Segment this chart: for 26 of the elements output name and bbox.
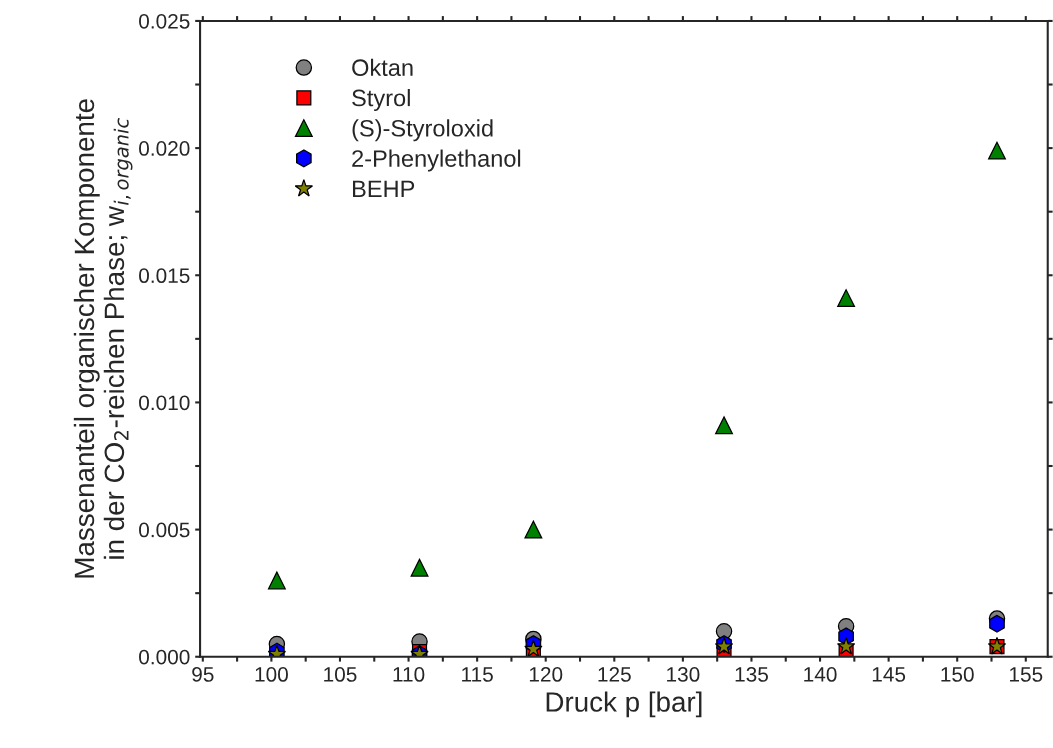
x-tick-label: 150 (941, 667, 974, 682)
x-axis-title: Druck p [bar] (546, 691, 702, 718)
y-tick-label: 0.020 (139, 141, 190, 156)
x-tick-label: 135 (735, 667, 768, 682)
x-tick-label: 110 (393, 667, 425, 682)
legend-label: Oktan (352, 58, 413, 77)
y-tick-label: 0.000 (139, 649, 190, 665)
legend-label: 2-Phenylethanol (352, 149, 521, 172)
x-tick-label: 105 (324, 667, 357, 682)
x-tick-label: 95 (192, 667, 214, 682)
legend-label: (S)-Styroloxid (352, 119, 493, 142)
x-tick-label: 115 (462, 667, 493, 682)
x-tick-label: 125 (598, 667, 631, 682)
y-tick-label: 0.025 (139, 13, 190, 29)
x-tick-label: 155 (1010, 667, 1043, 682)
x-tick-label: 140 (804, 667, 837, 682)
legend-label: BEHP (353, 180, 415, 197)
y-tick-label: 0.015 (139, 268, 190, 284)
x-tick-label: 120 (529, 667, 563, 682)
x-tick-label: 145 (872, 667, 906, 682)
legend-label: Styrol (352, 89, 410, 112)
y-tick-label: 0.010 (139, 395, 190, 411)
x-tick-label: 130 (667, 667, 700, 682)
y-tick-label: 0.005 (139, 522, 190, 538)
y-axis-title: Massenanteil organischer Komponente in der CO$_{2}$-reichen Phase; w$_{i,organic}$ (73, 99, 133, 578)
x-tick-label: 100 (255, 667, 288, 682)
